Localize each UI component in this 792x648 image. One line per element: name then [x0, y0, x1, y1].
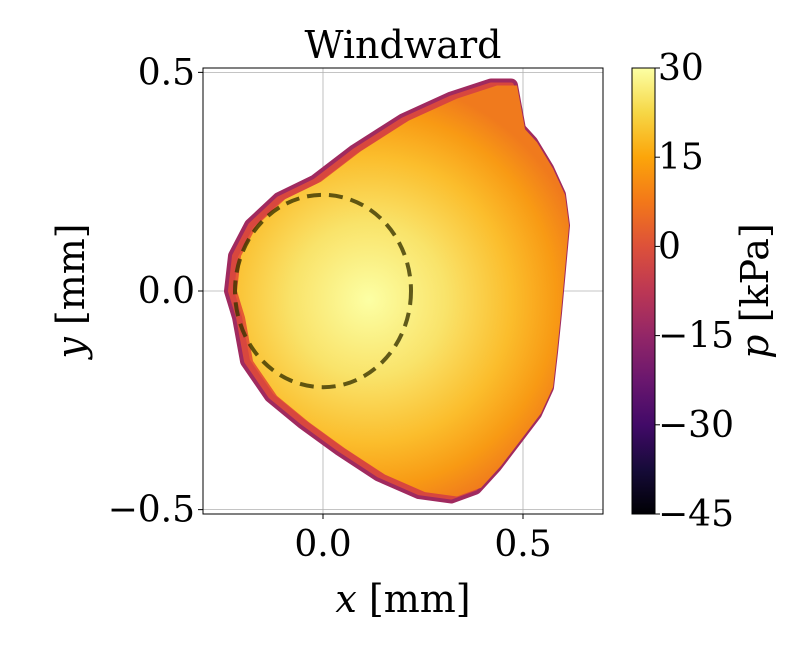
x-tick-label: 0.0 — [294, 524, 351, 565]
colorbar-label: p [kPa] — [733, 223, 777, 359]
colorbar-tick-label: 0 — [658, 226, 681, 267]
colorbar-ticks: 30 15 0 −15 −30 −45 — [655, 48, 734, 535]
y-tick-label: −0.5 — [108, 490, 195, 531]
colorbar-tick-label: −45 — [658, 494, 734, 535]
colorbar — [631, 67, 656, 515]
x-axis-label: x [mm] — [335, 577, 470, 621]
y-ticks: −0.5 0.0 0.5 — [108, 52, 203, 531]
y-tick-label: 0.5 — [138, 52, 195, 93]
pressure-field — [237, 85, 569, 497]
y-axis-label: y [mm] — [49, 223, 93, 360]
colorbar-tick-label: 30 — [658, 48, 704, 89]
data-layer — [224, 78, 570, 504]
chart-title: Windward — [304, 23, 501, 67]
colorbar-tick-label: −30 — [658, 405, 734, 446]
x-tick-label: 0.5 — [494, 524, 551, 565]
reference-circle — [233, 192, 413, 390]
colorbar-tick-label: −15 — [658, 316, 734, 357]
colorbar-tick-label: 15 — [658, 137, 704, 178]
x-ticks: 0.0 0.5 — [294, 514, 552, 565]
y-tick-label: 0.0 — [138, 271, 195, 312]
